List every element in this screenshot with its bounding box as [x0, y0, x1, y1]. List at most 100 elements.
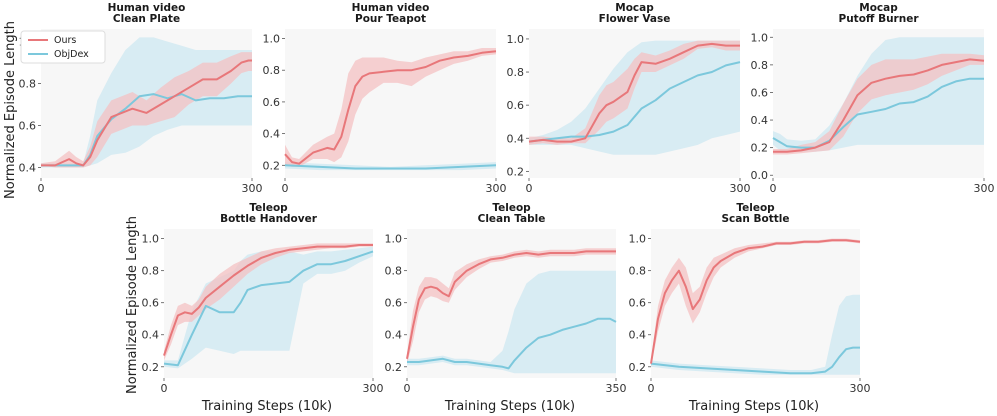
line-objdex [41, 93, 252, 167]
x-tick-label: 300 [486, 182, 507, 195]
panel-title-line-2: Clean Plate [113, 13, 180, 25]
line-objdex [772, 77, 984, 149]
line-objdex [284, 164, 497, 170]
panel-title-line-1: Mocap [859, 2, 898, 14]
x-tick-label: 0 [648, 382, 655, 395]
x-axis-label-1: Training Steps (10k) [201, 399, 332, 414]
panel-title-line-1: Teleop [249, 202, 288, 214]
line-objdex [650, 346, 860, 375]
y-tick-label: 0.8 [263, 64, 281, 77]
x-tick-label: 0 [161, 382, 168, 395]
y-tick-label: 1.0 [142, 233, 160, 246]
y-axis-label-top: Normalized Episode Length [3, 21, 18, 199]
panel-title-line-2: Bottle Handover [220, 213, 318, 225]
line-ours [284, 50, 497, 165]
y-tick-label: 0.8 [142, 265, 160, 278]
x-tick-label: 0 [526, 182, 533, 195]
line-ours [650, 239, 861, 364]
panel-title-line-1: Teleop [736, 202, 775, 214]
line-objdex [528, 61, 741, 143]
line-ours [406, 250, 616, 359]
band-ours [651, 238, 860, 367]
y-tick-label: 0.6 [142, 297, 160, 310]
panel-title-line-2: Scan Bottle [722, 213, 790, 225]
line-objdex [163, 250, 374, 367]
x-tick-label: 0 [404, 382, 411, 395]
line-ours [41, 59, 252, 167]
y-tick-label: 0.4 [507, 132, 525, 145]
y-tick-label: 0.8 [629, 265, 647, 278]
y-tick-label: 1.0 [385, 233, 403, 246]
legend: Ours ObjDex [20, 30, 106, 64]
x-tick-label: 300 [363, 382, 384, 395]
x-tick-label: 300 [730, 182, 751, 195]
x-tick-label: 300 [974, 182, 995, 195]
x-tick-label: 0 [38, 182, 45, 195]
y-tick-label: 0.2 [263, 159, 281, 172]
x-tick-label: 300 [850, 382, 871, 395]
band-objdex [164, 246, 373, 369]
panel-title-line-1: Teleop [492, 202, 531, 214]
y-tick-label: 0.2 [385, 361, 403, 374]
line-ours [528, 42, 740, 143]
y-tick-label: 0.8 [385, 265, 403, 278]
y-tick-label: 0.8 [751, 59, 769, 72]
y-tick-label: 0.2 [629, 361, 647, 374]
y-tick-label: 1.0 [629, 233, 647, 246]
y-tick-label: 0.2 [142, 361, 160, 374]
y-tick-label: 0.4 [751, 114, 769, 127]
y-tick-label: 0.6 [19, 120, 37, 133]
panel-title-line-2: Putoff Burner [839, 13, 920, 25]
y-tick-label: 0.0 [751, 169, 769, 182]
band-objdex [529, 40, 740, 155]
y-tick-label: 0.4 [385, 329, 403, 342]
y-tick-label: 0.6 [629, 297, 647, 310]
legend-label-objdex: ObjDex [54, 49, 89, 60]
y-tick-label: 0.4 [629, 329, 647, 342]
y-tick-label: 0.8 [507, 66, 525, 79]
y-tick-label: 0.8 [19, 78, 37, 91]
band-ours [164, 243, 373, 361]
y-tick-label: 0.4 [263, 128, 281, 141]
y-tick-label: 0.4 [142, 329, 160, 342]
panel-title-line-1: Human video [352, 2, 430, 14]
line-ours [773, 58, 985, 153]
panel-title-line-2: Flower Vase [599, 13, 671, 25]
y-tick-label: 0.6 [263, 96, 281, 109]
x-tick-label: 300 [242, 182, 263, 195]
line-objdex [407, 317, 617, 370]
band-ours [773, 53, 984, 155]
band-ours [285, 48, 496, 167]
legend-label-ours: Ours [54, 35, 76, 46]
y-tick-label: 0.2 [507, 165, 525, 178]
x-axis-label-2: Training Steps (10k) [444, 399, 575, 414]
band-objdex [407, 270, 616, 374]
y-tick-label: 1.0 [263, 33, 281, 46]
panel-title-line-2: Clean Table [478, 213, 546, 225]
y-tick-label: 1.0 [507, 33, 525, 46]
y-tick-label: 0.6 [385, 297, 403, 310]
x-axis-label-3: Training Steps (10k) [688, 399, 819, 414]
y-tick-label: 1.0 [751, 31, 769, 44]
y-tick-label: 0.4 [19, 162, 37, 175]
band-ours [529, 40, 740, 145]
x-tick-label: 350 [606, 382, 627, 395]
line-ours [163, 244, 373, 356]
y-tick-label: 0.6 [751, 86, 769, 99]
y-tick-label: 0.2 [751, 142, 769, 155]
y-axis-label-bottom: Normalized Episode Length [125, 216, 140, 394]
x-tick-label: 0 [770, 182, 777, 195]
panel-title-line-1: Human video [108, 2, 186, 14]
y-tick-label: 0.6 [507, 99, 525, 112]
x-tick-label: 0 [282, 182, 289, 195]
panel-title-line-2: Pour Teapot [355, 13, 426, 25]
